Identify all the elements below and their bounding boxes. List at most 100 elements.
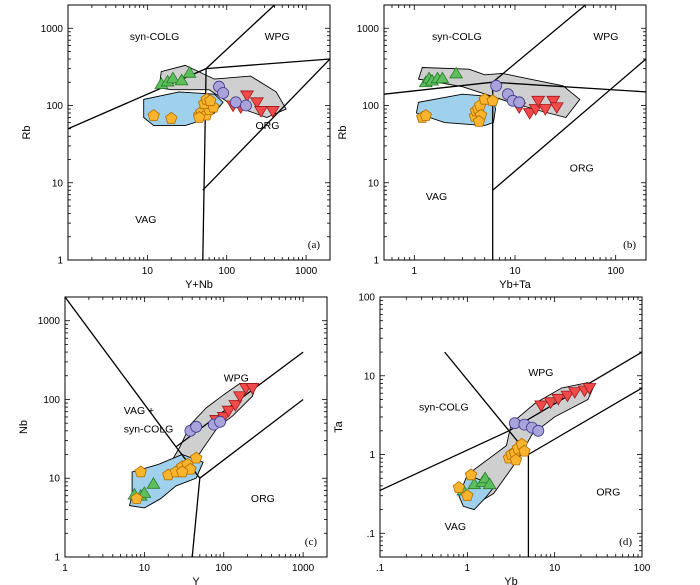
- field-label: WPG: [528, 367, 553, 379]
- y-tick-label: 10: [368, 178, 380, 189]
- triangle-point: [137, 486, 152, 498]
- pentagon-point: [509, 453, 523, 466]
- inverted-triangle-point: [239, 90, 255, 103]
- triangle-point: [174, 73, 189, 86]
- inverted-triangle-point: [546, 95, 561, 108]
- gray-envelope: [460, 382, 595, 504]
- inverted-triangle-point: [528, 104, 543, 116]
- pentagon-point: [193, 111, 206, 123]
- field-boundary-line: [199, 398, 304, 479]
- field-label: syn-COLG: [130, 31, 180, 43]
- pentagon-point: [464, 468, 478, 481]
- field-boundary-line: [492, 81, 646, 93]
- field-label: WPG: [265, 31, 290, 43]
- x-tick-label: 10: [549, 563, 561, 574]
- field-label: syn-COLG: [124, 424, 174, 436]
- panel-label: (a): [308, 239, 321, 251]
- circle-point: [513, 96, 526, 109]
- x-tick-label: 1000: [292, 563, 315, 574]
- pentagon-point: [130, 492, 143, 504]
- inverted-triangle-point: [551, 393, 566, 406]
- triangle-point: [182, 66, 197, 78]
- inverted-triangle-point: [549, 102, 564, 115]
- x-tick-label: 10: [142, 266, 154, 277]
- triangle-point: [482, 477, 497, 490]
- x-tick-label: 10: [509, 266, 521, 277]
- field-boundary-line: [380, 430, 510, 491]
- inverted-triangle-point: [265, 106, 280, 118]
- inverted-triangle-point: [253, 106, 268, 118]
- circle-point: [240, 99, 252, 112]
- y-tick-label: .1: [367, 529, 376, 540]
- field-boundary-line: [528, 387, 642, 456]
- chart-panel-2: 1 10 100 1 10 100 1000 syn-COLG WPG ORG VAG (b) Yb+T…: [337, 4, 647, 291]
- y-tick-label: 100: [43, 395, 60, 406]
- chart-panel-4: .1 1 10 100 .1 1 10 100 WPG syn-COLG ORG VAG (d) Yb Ta: [333, 293, 651, 585]
- y-tick-label: 10: [49, 474, 61, 485]
- field-boundary-line: [191, 478, 201, 557]
- chart-panel-1: 10 100 1000 1 10 100 1000 syn-COLG WPG ORG VAG (a) Y…: [21, 4, 331, 291]
- pentagon-point: [147, 109, 160, 121]
- inverted-triangle-point: [221, 405, 236, 418]
- x-axis-label: Yb+Ta: [499, 279, 531, 291]
- y-axis-label: Rb: [337, 125, 349, 139]
- field-label: syn-COLG: [419, 402, 469, 414]
- pentagon-point: [419, 109, 432, 121]
- y-tick-label: 10: [52, 178, 64, 189]
- y-tick-label: 1: [54, 553, 60, 564]
- inverted-triangle-point: [538, 104, 553, 116]
- y-tick-label: 10: [364, 371, 376, 382]
- chart-panel-3: 1 10 100 1000 1 10 100 1000 WPG VAG + syn-COLG ORG (…: [18, 296, 328, 585]
- circle-point: [532, 424, 545, 437]
- x-tick-label: 1000: [295, 266, 318, 277]
- x-tick-label: 100: [215, 563, 232, 574]
- inverted-triangle-point: [245, 383, 260, 395]
- field-label: VAG: [426, 191, 447, 203]
- x-tick-label: 1: [62, 563, 68, 574]
- x-tick-label: .1: [376, 563, 385, 574]
- pentagon-point: [452, 481, 466, 493]
- x-axis-label: Yb: [504, 576, 517, 585]
- plot-frame: [67, 4, 331, 261]
- field-boundary-line: [202, 58, 330, 191]
- field-label: ORG: [255, 120, 279, 132]
- field-boundary-line: [65, 297, 177, 448]
- inverted-triangle-point: [232, 391, 247, 403]
- y-tick-label: 100: [46, 101, 63, 112]
- inverted-triangle-point: [543, 397, 558, 410]
- pentagon-point: [486, 94, 499, 107]
- x-tick-label: 100: [218, 266, 235, 277]
- inverted-triangle-point: [249, 97, 264, 110]
- field-boundary-line: [492, 5, 586, 83]
- x-tick-label: 1: [412, 266, 418, 277]
- field-label: VAG +: [124, 405, 154, 417]
- inverted-triangle-point: [560, 390, 575, 403]
- x-axis-label: Y+Nb: [185, 279, 213, 291]
- y-tick-label: 1: [373, 256, 379, 267]
- pentagon-point: [190, 451, 203, 464]
- x-tick-label: 10: [139, 563, 151, 574]
- y-tick-label: 1000: [357, 24, 380, 35]
- field-label: ORG: [251, 493, 275, 505]
- pentagon-point: [518, 444, 531, 457]
- y-tick-label: 1: [57, 256, 63, 267]
- plot-area: [380, 351, 642, 557]
- circle-point: [217, 87, 230, 99]
- panel-label: (b): [623, 239, 636, 251]
- y-tick-label: 1: [369, 450, 375, 461]
- circle-point: [190, 420, 203, 433]
- field-label: WPG: [593, 31, 618, 43]
- panel-label: (c): [305, 536, 318, 548]
- field-boundary-line: [206, 58, 330, 70]
- inverted-triangle-point: [567, 387, 582, 399]
- field-boundary-line: [492, 58, 646, 191]
- triangle-point: [146, 477, 161, 489]
- y-tick-label: 1000: [41, 24, 64, 35]
- field-label: VAG: [445, 521, 466, 533]
- x-tick-label: 100: [607, 266, 624, 277]
- y-tick-label: 1000: [38, 316, 61, 327]
- field-label: syn-COLG: [432, 31, 482, 43]
- circle-point: [229, 96, 242, 109]
- field-label: ORG: [596, 487, 620, 499]
